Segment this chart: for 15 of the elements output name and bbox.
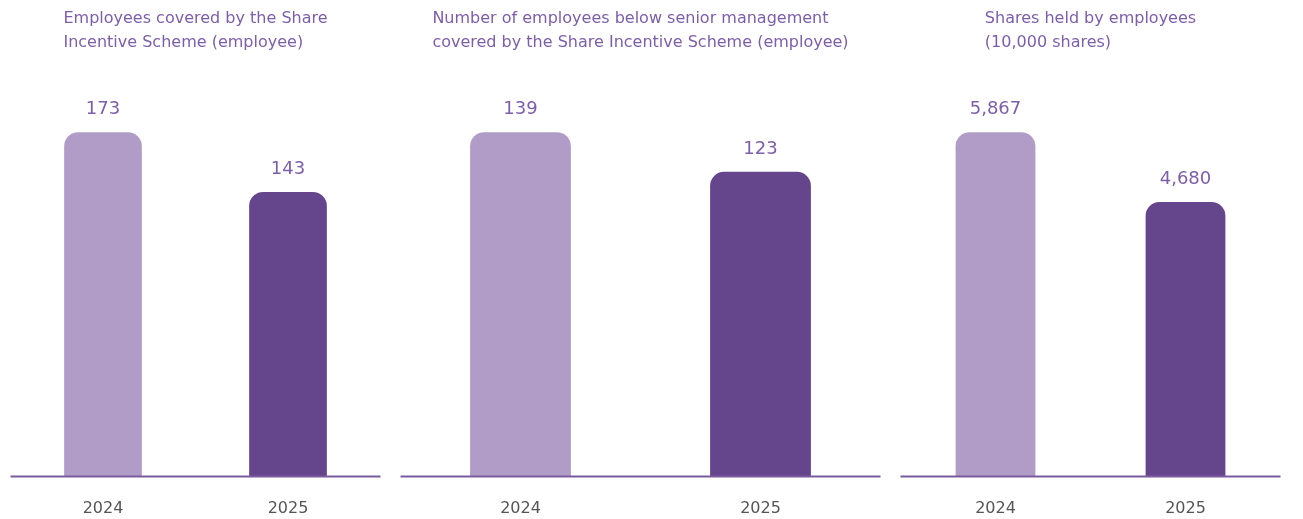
data-label: 5,867 — [969, 97, 1022, 119]
x-tick-label: 2024 — [975, 497, 1016, 517]
chart-title: Employees covered by the Share Incentive Scheme (employee) — [63, 7, 328, 52]
data-label: 4,680 — [1159, 166, 1212, 188]
x-tick-label: 2025 — [740, 497, 781, 517]
x-tick-label: 2024 — [500, 497, 541, 517]
x-tick-label: 2024 — [82, 497, 124, 517]
data-label: 143 — [270, 156, 306, 178]
chart-title: Shares held by employees (10,000 shares) — [984, 7, 1197, 52]
x-tick-label: 2025 — [267, 497, 309, 517]
chart-title: Number of employees below senior management covered by the Share Incentive Scheme (employee) — [432, 7, 849, 52]
data-label: 139 — [503, 97, 538, 119]
data-label: 173 — [85, 97, 121, 119]
x-tick-label: 2025 — [1165, 497, 1206, 517]
data-label: 123 — [743, 136, 778, 158]
